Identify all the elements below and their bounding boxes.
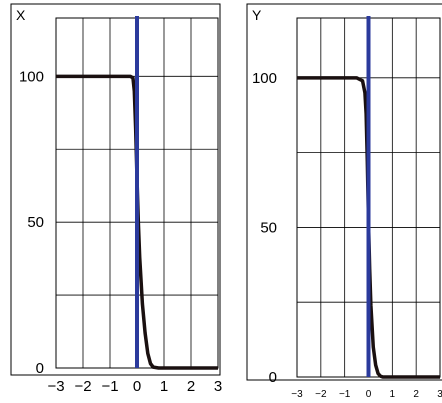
y-tick-label: 0 — [36, 360, 44, 377]
x-tick-label: −1 — [101, 378, 118, 395]
x-tick-label: 3 — [214, 378, 222, 395]
panel-frame — [246, 3, 442, 381]
x-tick-label: −2 — [74, 378, 91, 395]
x-tick-label: 1 — [160, 378, 168, 395]
x-tick-label: 2 — [413, 389, 419, 400]
x-tick-label: −1 — [339, 389, 351, 400]
x-tick-label: 1 — [390, 389, 396, 400]
x-tick-label: −2 — [315, 389, 327, 400]
series-line — [56, 74, 218, 370]
y-tick-label: 100 — [252, 70, 277, 87]
panel-label: Y — [252, 7, 262, 23]
y-tick-label: 50 — [27, 214, 44, 231]
chart-panel-x: −3 −2 −1 0 1 2 3 0 50 100 X — [10, 3, 222, 395]
panel-frame — [10, 3, 221, 376]
x-tick-label: 0 — [133, 378, 141, 395]
y-tick-label: 100 — [19, 68, 44, 85]
x-tick-label: −3 — [291, 389, 303, 400]
x-tick-label: 3 — [437, 389, 442, 400]
x-tick-label: 0 — [366, 389, 372, 400]
y-tick-label: 0 — [269, 369, 277, 386]
x-tick-label: −3 — [47, 378, 64, 395]
y-tick-label: 50 — [260, 219, 277, 236]
x-tick-label: 2 — [187, 378, 195, 395]
chart-panel-y: −3 −2 −1 0 1 2 3 0 50 100 Y — [246, 3, 442, 400]
panel-label: X — [16, 7, 26, 23]
